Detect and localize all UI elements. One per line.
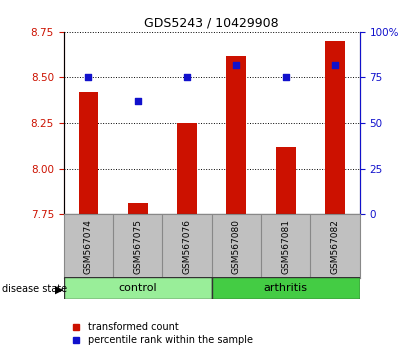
Bar: [177, 123, 197, 214]
Bar: [226, 56, 246, 214]
Text: GSM567080: GSM567080: [232, 219, 241, 274]
Text: GSM567074: GSM567074: [84, 219, 93, 274]
Text: GSM567075: GSM567075: [133, 219, 142, 274]
Text: disease state: disease state: [2, 284, 67, 294]
Legend: transformed count, percentile rank within the sample: transformed count, percentile rank withi…: [69, 319, 257, 349]
Text: GSM567081: GSM567081: [281, 219, 290, 274]
Bar: [276, 147, 296, 214]
Point: [184, 75, 190, 80]
Bar: [128, 203, 148, 214]
Bar: [64, 277, 212, 299]
Text: arthritis: arthritis: [263, 283, 308, 293]
Point: [233, 62, 240, 68]
Title: GDS5243 / 10429908: GDS5243 / 10429908: [144, 16, 279, 29]
Bar: [79, 92, 98, 214]
Text: GSM567076: GSM567076: [182, 219, 192, 274]
Bar: [212, 277, 360, 299]
Text: control: control: [118, 283, 157, 293]
Point: [134, 98, 141, 104]
Text: GSM567082: GSM567082: [330, 219, 339, 274]
Point: [332, 62, 338, 68]
Point: [85, 75, 92, 80]
Point: [282, 75, 289, 80]
Text: ▶: ▶: [55, 284, 63, 294]
Bar: [325, 41, 345, 214]
